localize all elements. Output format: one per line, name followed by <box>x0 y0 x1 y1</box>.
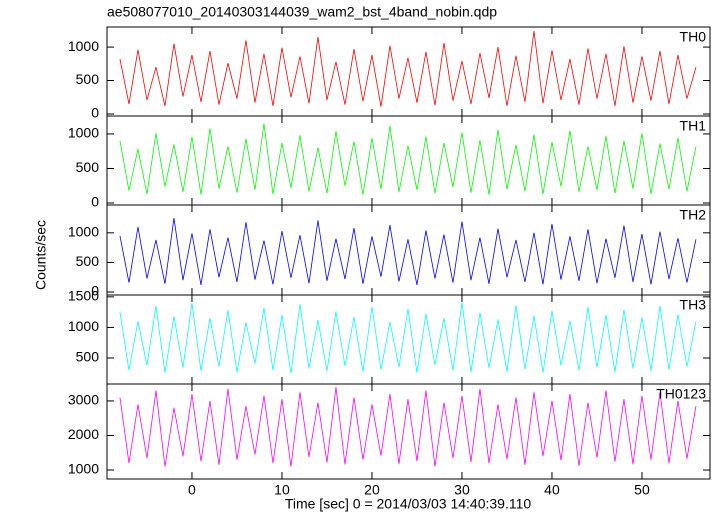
y-tick-label: 0 <box>91 283 99 299</box>
panel-label: TH0123 <box>656 386 706 402</box>
x-tick-label: 30 <box>454 482 470 498</box>
light-curve <box>119 30 697 107</box>
y-tick-label: 1000 <box>68 125 99 141</box>
y-tick-label: 1000 <box>68 38 99 54</box>
light-curve <box>119 217 697 286</box>
panel-label: TH1 <box>680 118 707 134</box>
x-axis-title: Time [sec] 0 = 2014/03/03 14:40:39.110 <box>285 496 532 512</box>
x-tick-label: 20 <box>364 482 380 498</box>
y-tick-label: 1000 <box>68 224 99 240</box>
panel-frame <box>106 383 711 480</box>
light-curve <box>119 387 697 467</box>
panel-label: TH2 <box>680 207 707 223</box>
y-tick-label: 1000 <box>68 318 99 334</box>
light-curve <box>119 302 697 374</box>
y-tick-label: 2000 <box>68 426 99 442</box>
y-tick-label: 1000 <box>68 461 99 477</box>
y-tick-label: 500 <box>76 71 100 87</box>
panel-label: TH0 <box>680 29 707 45</box>
y-tick-label: 500 <box>76 159 100 175</box>
y-tick-label: 500 <box>76 349 100 365</box>
y-tick-label: 0 <box>91 105 99 121</box>
y-tick-label: 500 <box>76 253 100 269</box>
panel-label: TH3 <box>680 297 707 313</box>
y-axis-title: Counts/sec <box>33 220 49 290</box>
x-tick-label: 40 <box>544 482 560 498</box>
y-tick-label: 0 <box>91 194 99 210</box>
y-tick-label: 1500 <box>68 288 99 304</box>
x-tick-label: 0 <box>188 482 196 498</box>
x-tick-label: 10 <box>274 482 290 498</box>
chart-title: ae508077010_20140303144039_wam2_bst_4ban… <box>107 4 497 20</box>
light-curve <box>119 123 697 195</box>
y-tick-label: 3000 <box>68 392 99 408</box>
x-tick-label: 50 <box>634 482 650 498</box>
